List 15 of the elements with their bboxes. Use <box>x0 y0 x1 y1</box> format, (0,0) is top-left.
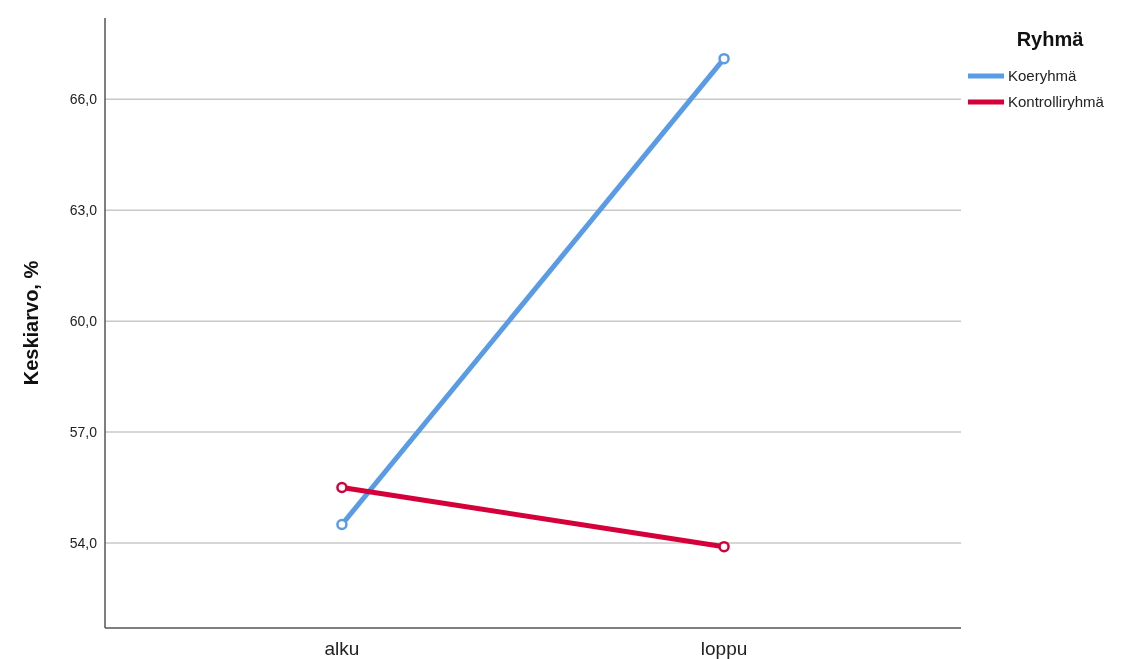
legend-label: Kontrolliryhmä <box>1008 93 1105 111</box>
y-tick-label: 54,0 <box>69 534 98 551</box>
x-tick-label: loppu <box>700 638 748 659</box>
legend-label: Koeryhmä <box>1008 67 1078 85</box>
point <box>718 52 730 65</box>
y-axis-title: Keskiarvo, % <box>20 260 42 386</box>
point <box>336 481 348 494</box>
y-tick-label: 60,0 <box>69 313 98 330</box>
legend-title: Ryhmä <box>1016 28 1085 50</box>
x-tick-label: alku <box>324 638 360 659</box>
y-tick-label: 66,0 <box>69 91 98 108</box>
y-tick-label: 63,0 <box>69 202 98 219</box>
y-tick-label: 57,0 <box>69 423 98 440</box>
point <box>718 540 730 553</box>
point <box>336 518 348 531</box>
